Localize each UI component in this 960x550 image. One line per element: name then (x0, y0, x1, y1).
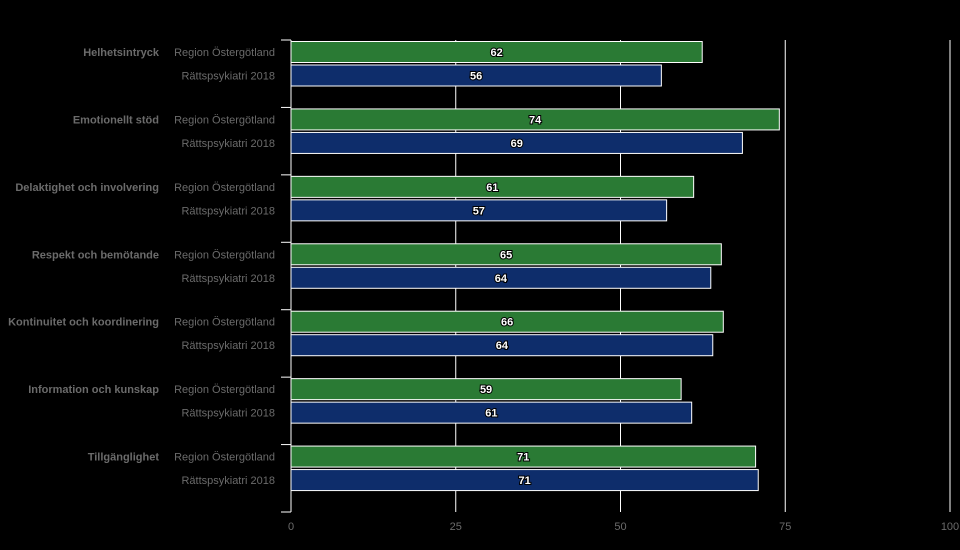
category-label: Tillgänglighet (88, 452, 160, 464)
series-label: Region Östergötland (174, 249, 275, 261)
data-label: 64 (496, 340, 509, 352)
series-label: Rättspsykiatri 2018 (181, 71, 275, 83)
series-label: Rättspsykiatri 2018 (181, 340, 275, 352)
series-label: Region Östergötland (174, 114, 275, 126)
series-label: Rättspsykiatri 2018 (181, 273, 275, 285)
series-label: Rättspsykiatri 2018 (181, 408, 275, 420)
data-label: 71 (518, 475, 530, 487)
data-label: 61 (486, 182, 498, 194)
data-label: 66 (501, 317, 513, 329)
data-label: 69 (511, 138, 523, 150)
x-tick-label: 75 (779, 521, 791, 533)
series-label: Region Östergötland (174, 384, 275, 396)
category-label: Delaktighet och involvering (15, 182, 159, 194)
data-label: 57 (473, 205, 485, 217)
category-label: Kontinuitet och koordinering (8, 317, 159, 329)
labels: 0 25 50 75 100 Helhetsintryck Region Östergötl… (8, 46, 959, 533)
bars (290, 41, 780, 492)
x-tick-label: 50 (614, 521, 626, 533)
series-label: Region Östergötland (174, 47, 275, 59)
series-label: Rättspsykiatri 2018 (181, 475, 275, 487)
series-label: Region Östergötland (174, 182, 275, 194)
data-label: 59 (480, 384, 492, 396)
series-label: Region Östergötland (174, 317, 275, 329)
category-label: Respekt och bemötande (32, 249, 159, 261)
data-label: 74 (529, 114, 542, 126)
series-label: Region Östergötland (174, 452, 275, 464)
series-label: Rättspsykiatri 2018 (181, 138, 275, 150)
y-axis (281, 39, 292, 513)
data-label: 62 (490, 47, 502, 59)
category-label: Helhetsintryck (83, 47, 160, 59)
x-tick-label: 25 (450, 521, 462, 533)
x-tick-label: 0 (288, 521, 294, 533)
series-label: Rättspsykiatri 2018 (181, 205, 275, 217)
data-label: 56 (470, 71, 482, 83)
data-label: 64 (495, 273, 508, 285)
category-label: Information och kunskap (28, 384, 159, 396)
category-label: Emotionellt stöd (73, 114, 159, 126)
data-label: 65 (500, 249, 512, 261)
data-label: 71 (517, 452, 529, 464)
data-label: 61 (485, 408, 497, 420)
x-tick-label: 100 (941, 521, 959, 533)
